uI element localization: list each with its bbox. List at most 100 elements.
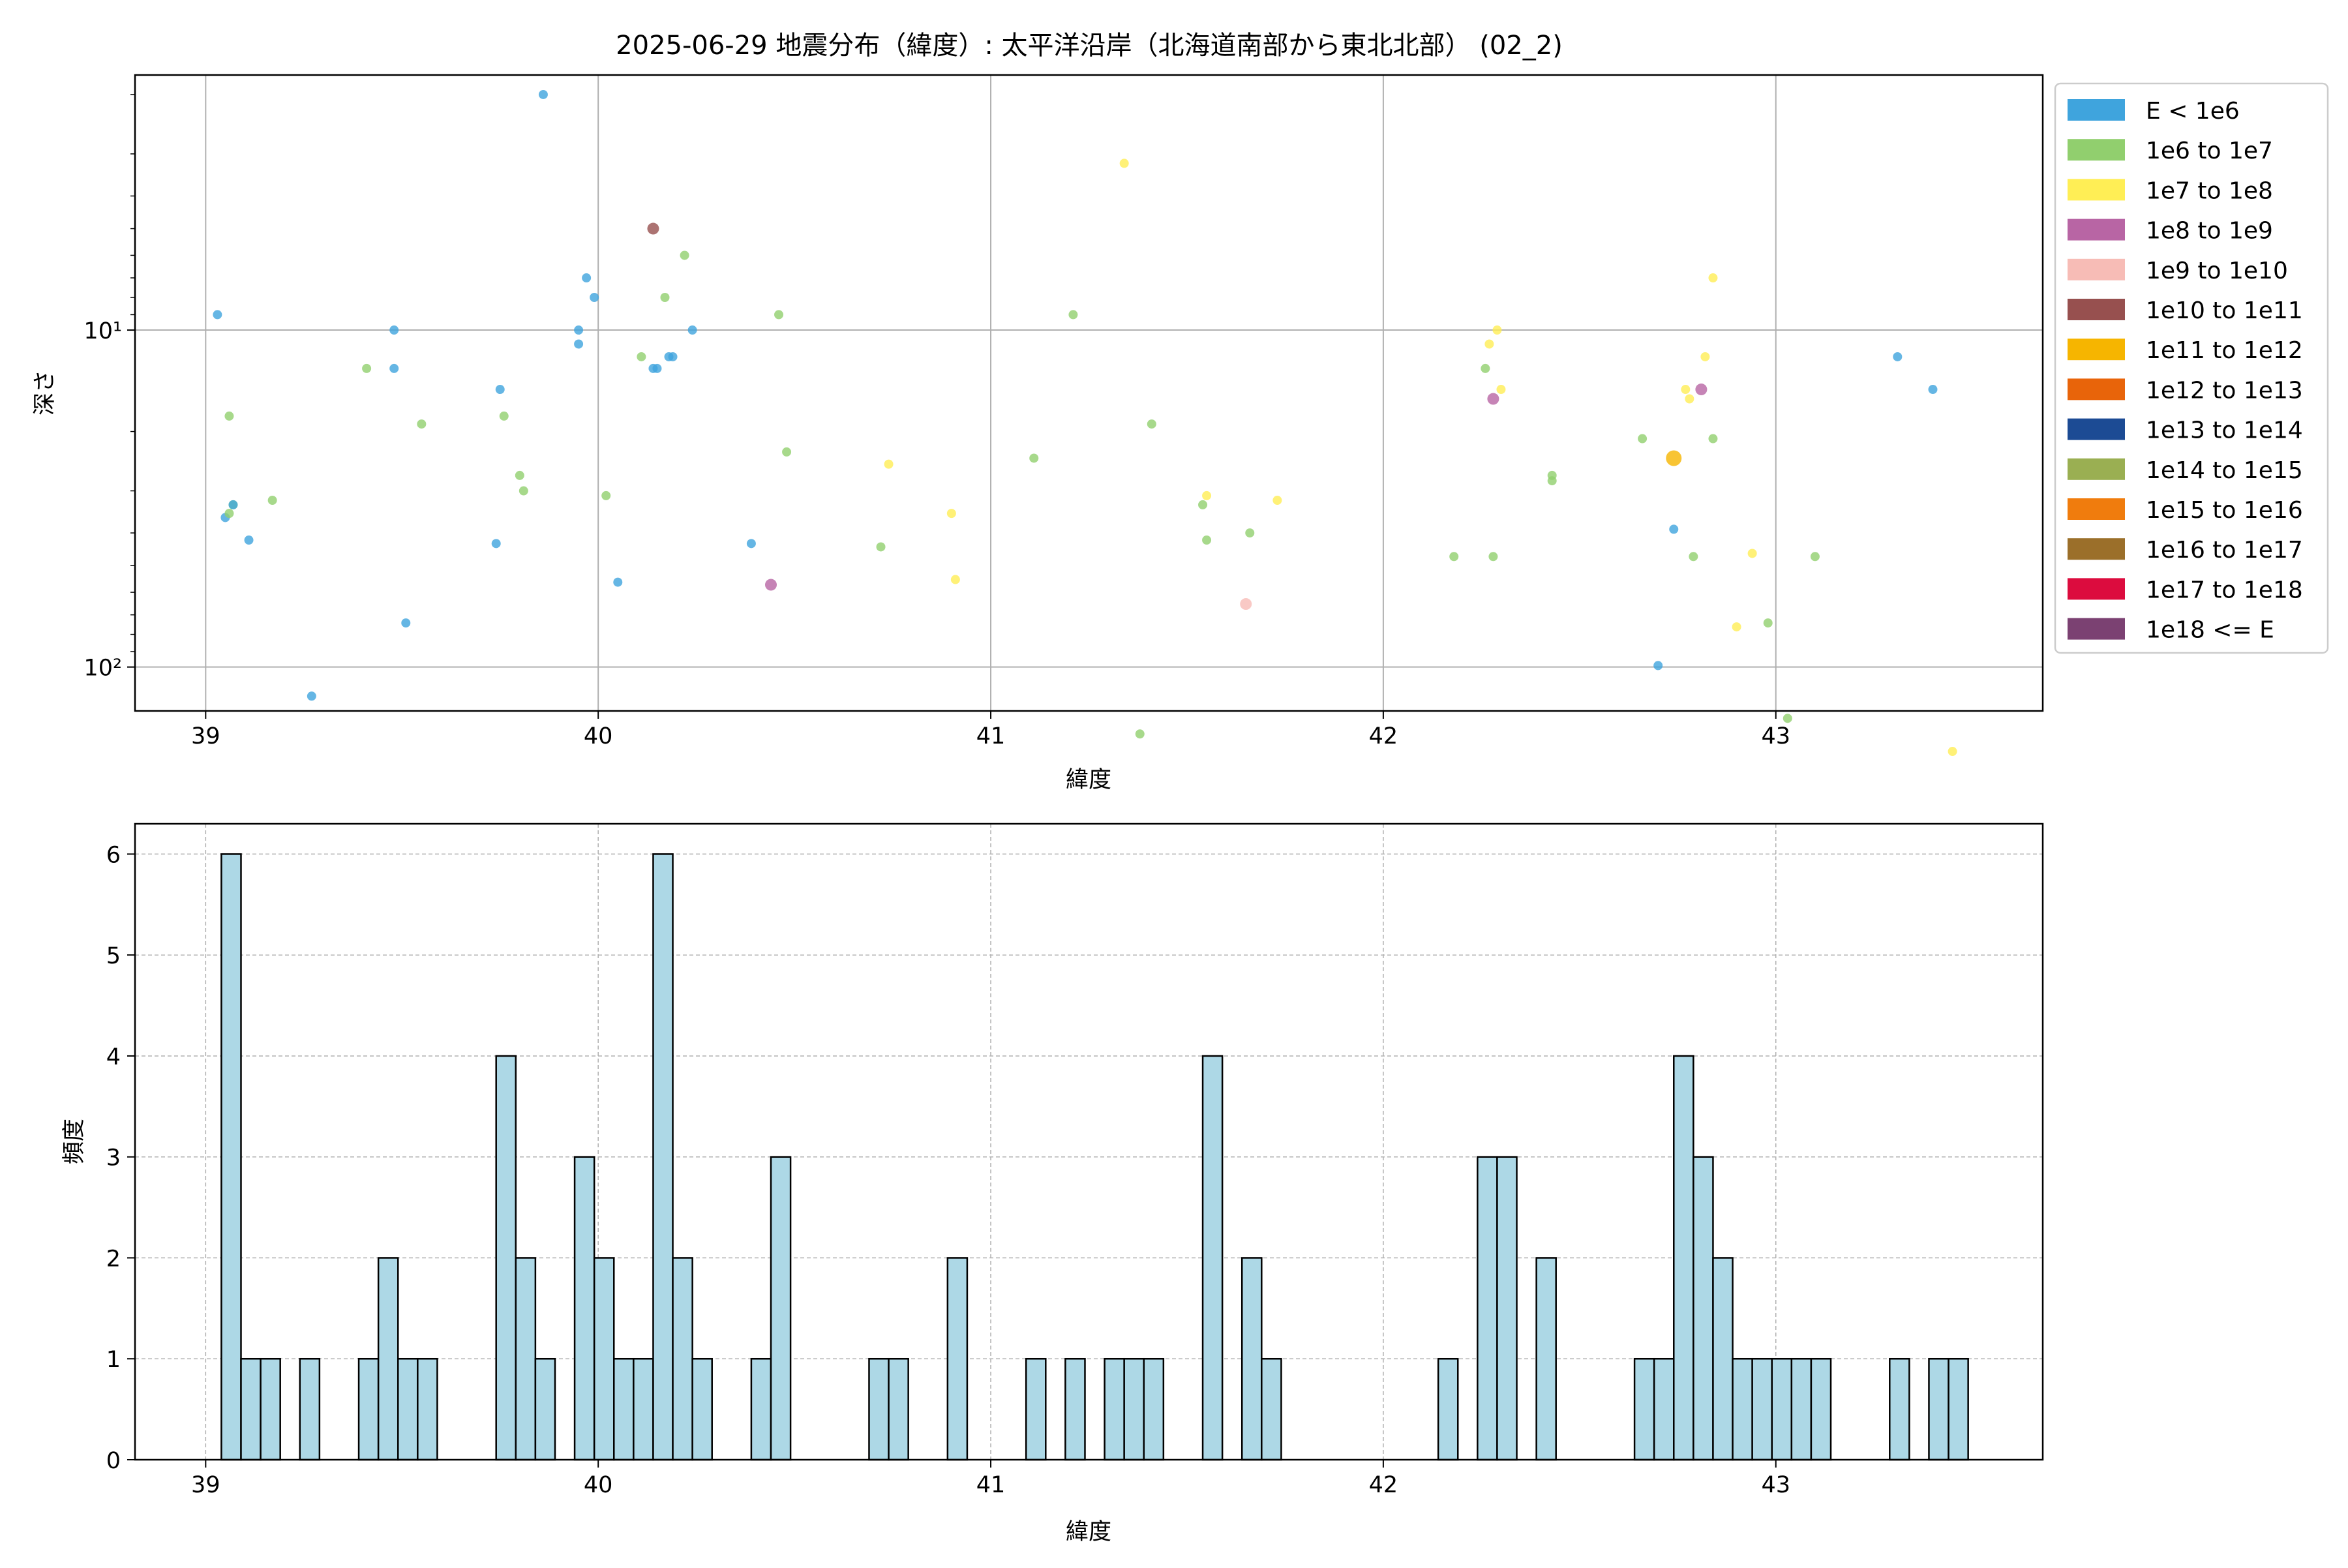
hist-bar — [573, 1156, 595, 1461]
scatter-point — [1449, 552, 1459, 562]
scatter-point — [574, 339, 584, 349]
scatter-point — [765, 579, 777, 591]
hist-bar — [377, 1257, 399, 1461]
hist-x-tick-label: 43 — [1761, 1472, 1790, 1498]
scatter-x-tick-label: 39 — [191, 723, 220, 749]
scatter-point — [307, 691, 316, 701]
hist-x-label: 緯度 — [1066, 1519, 1111, 1545]
scatter-point — [499, 411, 509, 421]
scatter-x-tick-label: 42 — [1369, 723, 1398, 749]
hist-bar — [1064, 1357, 1086, 1461]
scatter-point — [1928, 385, 1938, 395]
scatter-point — [1747, 549, 1757, 558]
scatter-point — [746, 539, 756, 549]
hist-bar — [1751, 1357, 1773, 1461]
scatter-point — [362, 363, 372, 373]
legend-swatch — [2068, 538, 2125, 560]
hist-bar — [515, 1257, 537, 1461]
scatter-y-tick-label: 10² — [83, 656, 122, 682]
legend-label: E < 1e6 — [2146, 98, 2240, 125]
hist-bar — [888, 1357, 909, 1461]
scatter-point — [1893, 352, 1903, 361]
hist-bar — [260, 1357, 281, 1461]
legend-swatch — [2068, 139, 2125, 161]
scatter-point — [774, 310, 784, 320]
legend: E < 1e6 1e6 to 1e7 1e7 to 1e8 1e8 to 1e9 1e9… — [2054, 82, 2329, 654]
hist-bar — [1261, 1357, 1282, 1461]
scatter-point — [1948, 747, 1957, 757]
scatter-point — [1681, 385, 1691, 395]
scatter-x-tick-label: 40 — [584, 723, 613, 749]
scatter-point — [1763, 618, 1773, 628]
hist-bar — [1201, 1055, 1224, 1461]
scatter-point — [613, 577, 623, 587]
hist-bar — [593, 1257, 615, 1461]
scatter-point — [1496, 385, 1506, 395]
scatter-point — [1484, 339, 1494, 349]
hist-bar — [299, 1357, 321, 1461]
legend-label: 1e17 to 1e18 — [2146, 577, 2303, 603]
hist-bar — [1633, 1357, 1655, 1461]
scatter-point — [1547, 470, 1557, 480]
scatter-point — [647, 222, 659, 235]
scatter-point — [680, 250, 689, 260]
hist-bar — [1025, 1357, 1047, 1461]
hist-bar — [691, 1357, 713, 1461]
scatter-point — [1488, 552, 1498, 562]
scatter-point — [224, 411, 234, 421]
scatter-point — [668, 352, 678, 361]
scatter-point — [1695, 384, 1708, 396]
scatter-point — [1653, 661, 1663, 671]
legend-label: 1e18 <= E — [2146, 617, 2274, 644]
hist-x-tick-label: 42 — [1369, 1472, 1398, 1498]
hist-axes-frame — [134, 822, 2044, 1461]
hist-y-tick-label: 2 — [106, 1246, 121, 1272]
hist-bar — [1693, 1156, 1714, 1461]
scatter-point — [267, 496, 277, 505]
hist-bar — [1673, 1055, 1694, 1461]
scatter-point — [389, 325, 399, 335]
scatter-point — [1202, 490, 1212, 500]
hist-bar — [1437, 1357, 1459, 1461]
scatter-point — [1810, 552, 1820, 562]
scatter-point — [884, 459, 894, 469]
legend-label: 1e8 to 1e9 — [2146, 218, 2273, 245]
legend-swatch — [2068, 498, 2125, 520]
hist-bar — [1241, 1257, 1263, 1461]
hist-bar — [1810, 1357, 1832, 1461]
scatter-point — [590, 292, 599, 302]
scatter-point — [519, 486, 528, 496]
scatter-point — [1492, 325, 1502, 335]
scatter-point — [637, 352, 646, 361]
scatter-point — [1783, 714, 1792, 723]
hist-bar — [1535, 1257, 1557, 1461]
scatter-point — [1272, 496, 1282, 505]
scatter-point — [213, 310, 222, 320]
hist-x-tick-label: 40 — [584, 1472, 613, 1498]
hist-bar — [1732, 1357, 1753, 1461]
scatter-point — [495, 385, 505, 395]
legend-label: 1e11 to 1e12 — [2146, 337, 2303, 364]
hist-bar — [868, 1357, 890, 1461]
legend-items: E < 1e6 1e6 to 1e7 1e7 to 1e8 1e8 to 1e9 1e9… — [2068, 98, 2303, 644]
hist-bar — [652, 853, 674, 1461]
scatter-point — [1700, 352, 1710, 361]
hist-bar — [1496, 1156, 1518, 1461]
scatter-point — [1669, 524, 1679, 534]
scatter-grid — [135, 75, 2043, 711]
hist-bar — [1712, 1257, 1734, 1461]
scatter-x-tick-label: 41 — [976, 723, 1006, 749]
hist-bar — [1653, 1357, 1675, 1461]
hist-bar — [1123, 1357, 1145, 1461]
scatter-point — [401, 618, 411, 628]
scatter-point — [950, 575, 960, 584]
hist-bar — [495, 1055, 517, 1461]
scatter-point — [538, 89, 548, 99]
scatter-point — [687, 325, 697, 335]
legend-label: 1e10 to 1e11 — [2146, 297, 2303, 324]
scatter-point — [652, 363, 662, 373]
scatter-point — [417, 419, 427, 429]
scatter-y-tick-label: 10¹ — [83, 318, 122, 344]
scatter-point — [1029, 453, 1039, 463]
scatter-point — [601, 490, 611, 500]
